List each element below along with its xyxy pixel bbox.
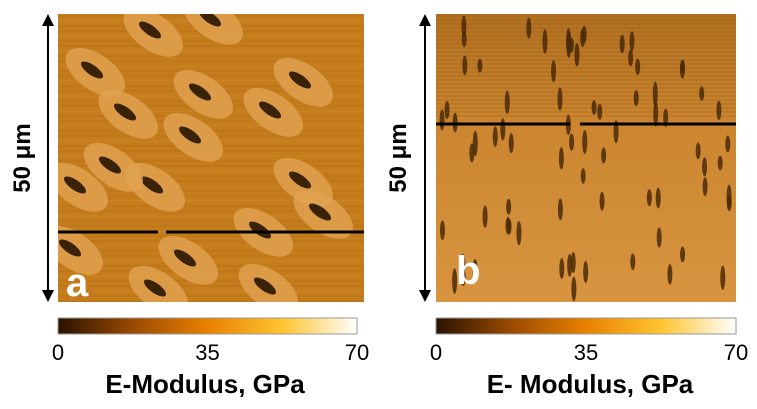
pore: [600, 192, 605, 211]
pore: [566, 28, 571, 54]
pore: [720, 266, 725, 290]
afm-image-b: [436, 14, 736, 302]
scale-label: 50 μm: [385, 123, 412, 192]
pore: [597, 104, 602, 120]
pore: [551, 60, 556, 82]
pore: [629, 31, 634, 51]
pore: [500, 118, 505, 140]
pore: [462, 31, 467, 47]
colorbar-title: E-Modulus, GPa: [105, 369, 305, 399]
pore: [703, 177, 708, 196]
pore: [647, 189, 652, 206]
colorbar-title: E- Modulus, GPa: [487, 369, 694, 399]
pore: [696, 142, 701, 159]
pore: [440, 110, 445, 131]
pore: [727, 195, 732, 211]
pore: [516, 221, 521, 245]
colorbar-tick-label: 70: [724, 340, 748, 365]
pore: [716, 101, 721, 120]
pore: [440, 221, 445, 240]
pore: [557, 87, 562, 110]
colorbar-tick-label: 35: [574, 340, 598, 365]
pore: [667, 264, 672, 285]
pore: [558, 198, 563, 220]
pore: [630, 253, 635, 270]
scale-label: 50 μm: [9, 123, 36, 192]
colorbar-tick-label: 0: [430, 340, 442, 365]
pore: [581, 168, 586, 183]
colorbar-tick-label: 70: [345, 340, 369, 365]
pore: [680, 247, 685, 263]
pore: [582, 130, 587, 154]
pore: [634, 90, 639, 106]
colorbar-tick-label: 0: [52, 340, 64, 365]
pore: [542, 29, 547, 54]
pore: [559, 147, 564, 169]
pore: [509, 133, 514, 153]
panel-label: a: [66, 261, 89, 305]
pore: [462, 55, 467, 75]
colorbar: [436, 318, 736, 334]
pore: [477, 59, 482, 73]
pore: [505, 217, 510, 235]
pore: [657, 227, 662, 247]
pore: [493, 126, 498, 147]
pore: [580, 29, 585, 47]
panel-label: b: [456, 249, 480, 293]
pore: [469, 143, 474, 162]
pore: [725, 135, 730, 152]
pore: [628, 49, 633, 66]
pore: [620, 35, 625, 54]
pore: [559, 258, 564, 279]
pore: [702, 157, 707, 176]
pore: [680, 61, 685, 79]
pore: [569, 134, 574, 151]
pore: [635, 59, 640, 75]
pore: [445, 101, 450, 119]
pore: [699, 86, 704, 100]
pore: [656, 188, 661, 209]
pore: [601, 147, 606, 163]
pore: [571, 277, 576, 302]
pore: [483, 205, 488, 227]
pore: [583, 261, 588, 283]
pore: [574, 43, 579, 67]
pore: [592, 100, 597, 114]
pore: [506, 199, 511, 215]
pore: [718, 156, 723, 170]
pore: [567, 254, 572, 277]
colorbar: [58, 318, 357, 334]
pore: [505, 91, 510, 114]
pore: [526, 18, 531, 39]
figure: 50 μm 50 μm a b E-Modulus, GPa E- Modulu…: [0, 0, 757, 404]
colorbar-tick-label: 35: [195, 340, 219, 365]
